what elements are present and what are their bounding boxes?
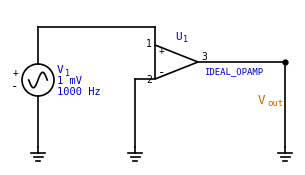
Text: 1: 1 [183, 36, 188, 44]
Text: 1: 1 [65, 68, 70, 78]
Text: +: + [159, 46, 165, 56]
Text: IDEAL_OPAMP: IDEAL_OPAMP [204, 68, 263, 76]
Text: 1000 Hz: 1000 Hz [57, 87, 101, 97]
Text: U: U [175, 32, 182, 42]
Text: +: + [12, 68, 18, 78]
Text: 2: 2 [146, 75, 152, 85]
Text: V: V [57, 65, 64, 75]
Text: 1 mV: 1 mV [57, 76, 82, 86]
Text: 1: 1 [146, 39, 152, 49]
Text: V: V [258, 93, 265, 107]
Text: -: - [10, 80, 18, 93]
Text: out: out [267, 99, 283, 107]
Text: 3: 3 [201, 52, 207, 62]
Text: -: - [158, 66, 166, 79]
